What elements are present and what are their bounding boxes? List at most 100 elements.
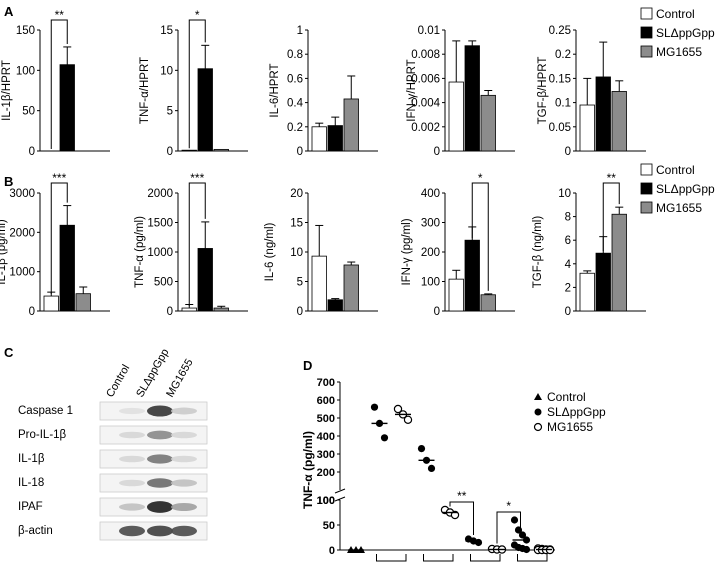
y-tick-label: 20 [290, 188, 303, 200]
y-tick-label: 0.05 [549, 122, 571, 134]
blot-band [119, 407, 145, 415]
y-axis-label: IL-6 (ng/ml) [264, 222, 276, 281]
y-tick-label: 8 [565, 212, 571, 224]
y-tick-label: 100 [421, 277, 440, 289]
y-tick-label: 2 [565, 282, 571, 294]
significance-bracket [449, 501, 474, 535]
bar-sl-ppgpp [464, 239, 480, 312]
blot-band [171, 502, 197, 512]
y-tick-label: 100 [16, 65, 35, 77]
y-tick-label: 0.15 [549, 73, 571, 85]
y-axis-label: IFN-γ (pg/ml) [401, 218, 413, 285]
y-axis-label: TNF-α/HPRT [139, 57, 151, 124]
y-axis-label: IL-6/HPRT [269, 63, 281, 117]
bar-mg1655 [213, 307, 229, 312]
legend-swatch [640, 201, 653, 214]
scatter-group [440, 505, 460, 520]
y-tick-label: 0.008 [411, 49, 440, 61]
y-tick-label: 0 [434, 306, 440, 318]
blot-band [171, 455, 197, 463]
panel-letter-a: A [4, 4, 14, 19]
y-tick-label: 50 [22, 106, 35, 118]
bar-charts-layer: 050100150IL-1β/HPRT**051015TNF-α/HPRT*00… [0, 8, 646, 318]
bar-mg1655 [480, 294, 496, 312]
y-axis-label: TNF-α (pg/ml) [301, 431, 315, 509]
group-bracket [423, 554, 454, 562]
bar-mg1655 [213, 148, 229, 152]
blot-band [119, 479, 145, 487]
bar-chart-a1: 0 50 100 150 IL-1β/HPRT ** [1, 8, 110, 158]
significance-bracket [50, 182, 68, 295]
y-tick-label: 1 [297, 25, 303, 37]
legend-label: MG1655 [656, 45, 702, 59]
y-tick-label: 10 [558, 188, 571, 200]
significance-bracket [50, 19, 68, 149]
y-tick-label: 0 [329, 545, 335, 557]
blot-band [147, 430, 173, 440]
y-tick-label: 0 [29, 306, 35, 318]
y-tick-label: 100 [317, 495, 335, 507]
blot-band [147, 405, 173, 417]
y-tick-label: 0 [297, 146, 303, 158]
y-tick-label: 0 [565, 146, 571, 158]
y-axis-label: TGF-β (ng/ml) [532, 216, 544, 289]
bar-chart-b3: 0 5 10 15 20 IL-6 (ng/ml) [264, 188, 378, 318]
legend-label: Control [656, 7, 695, 21]
blot-band [171, 479, 197, 487]
blot-row-label: Caspase 1 [18, 405, 73, 417]
y-tick-label: 0.004 [411, 98, 440, 110]
panel-letter-b: B [4, 174, 13, 189]
y-axis-label: TNF-α (pg/ml) [134, 216, 146, 288]
y-tick-label: 200 [421, 247, 440, 259]
bar-sl-ppgpp [59, 64, 75, 152]
y-tick-label: 0 [565, 306, 571, 318]
y-tick-label: 4 [565, 259, 572, 271]
legend-marker [534, 393, 542, 400]
legend-label: SLΔppGpp [656, 26, 715, 40]
significance-bracket [188, 182, 206, 307]
legend-swatch [640, 7, 653, 20]
legend-label: SLΔppGpp [656, 182, 715, 196]
group-bracket [470, 554, 501, 562]
lane-label: Control [104, 363, 132, 400]
y-tick-label: 0.6 [287, 73, 303, 85]
significance-bracket [602, 182, 620, 252]
blot-band [171, 525, 197, 537]
scatter-group [370, 403, 389, 442]
y-tick-label: 1000 [147, 247, 173, 259]
y-tick-label: 0.25 [549, 25, 571, 37]
y-tick-label: 2000 [9, 227, 35, 239]
axis-break-mark [334, 488, 346, 494]
legend-layer: Control SLΔppGpp MG1655 Control SLΔppGpp MG16… [640, 7, 715, 215]
significance-label: * [195, 8, 200, 22]
bar-chart-b4: 0 100 200 300 400 IFN-γ (pg/ml) * [401, 171, 515, 318]
bar-control [43, 295, 59, 312]
bar-control [311, 126, 327, 152]
data-point [370, 403, 379, 411]
y-axis-label: IL-1β (pg/ml) [0, 219, 8, 285]
legend-label: Control [656, 163, 695, 177]
bar-sl-ppgpp [59, 224, 75, 312]
blot-row-label: IL-18 [18, 477, 44, 489]
bar-control [579, 104, 595, 152]
y-tick-label: 0.8 [287, 49, 303, 61]
bar-chart-a3: 0 0.2 0.4 0.6 0.8 1 IL-6/HPRT [269, 25, 378, 158]
bar-chart-b1: 0 1000 2000 3000 IL-1β (pg/ml) *** [0, 171, 110, 318]
data-point [417, 445, 426, 453]
bar-chart-b5: 0 2 4 6 8 10 TGF-β (ng/ml) ** [532, 171, 646, 318]
data-point [427, 464, 436, 472]
y-tick-label: 15 [290, 218, 303, 230]
scatter-group [393, 404, 413, 424]
significance-label: * [478, 171, 483, 185]
y-tick-label: 0 [297, 306, 303, 318]
bar-sl-ppgpp [464, 45, 480, 152]
y-tick-label: 5 [297, 277, 303, 289]
y-tick-label: 0.002 [411, 122, 440, 134]
bar-control [181, 149, 197, 152]
significance-bracket [496, 511, 521, 544]
significance-bracket [471, 182, 489, 291]
y-tick-label: 3000 [9, 188, 35, 200]
